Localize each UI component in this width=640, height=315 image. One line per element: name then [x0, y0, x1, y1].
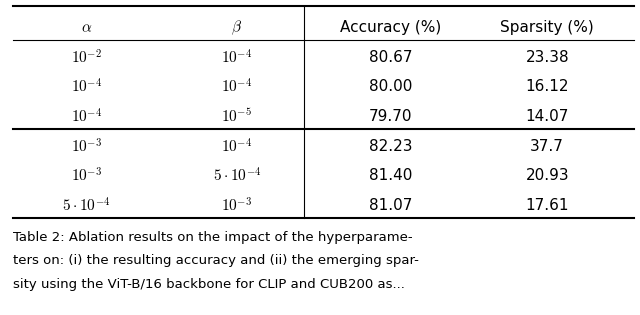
Text: Accuracy (%): Accuracy (%): [340, 20, 441, 35]
Text: Sparsity (%): Sparsity (%): [500, 20, 594, 35]
Text: $10^{-4}$: $10^{-4}$: [221, 78, 252, 96]
Text: Table 2: Ablation results on the impact of the hyperparame-: Table 2: Ablation results on the impact …: [13, 231, 412, 244]
Text: 80.67: 80.67: [369, 50, 412, 65]
Text: $10^{-2}$: $10^{-2}$: [71, 48, 102, 66]
Text: 80.00: 80.00: [369, 79, 412, 94]
Text: $10^{-4}$: $10^{-4}$: [221, 137, 252, 155]
Text: $\beta$: $\beta$: [231, 18, 243, 37]
Text: 20.93: 20.93: [525, 169, 569, 183]
Text: $10^{-4}$: $10^{-4}$: [71, 107, 102, 126]
Text: $10^{-3}$: $10^{-3}$: [71, 167, 102, 185]
Text: 81.07: 81.07: [369, 198, 412, 213]
Text: 14.07: 14.07: [525, 109, 569, 124]
Text: $10^{-4}$: $10^{-4}$: [221, 48, 252, 66]
Text: 37.7: 37.7: [531, 139, 564, 154]
Text: 17.61: 17.61: [525, 198, 569, 213]
Text: 16.12: 16.12: [525, 79, 569, 94]
Text: sity using the ViT-B/16 backbone for CLIP and CUB200 as...: sity using the ViT-B/16 backbone for CLI…: [13, 278, 404, 291]
Text: ters on: (i) the resulting accuracy and (ii) the emerging spar-: ters on: (i) the resulting accuracy and …: [13, 254, 419, 267]
Text: 81.40: 81.40: [369, 169, 412, 183]
Text: 82.23: 82.23: [369, 139, 412, 154]
Text: $10^{-3}$: $10^{-3}$: [221, 197, 252, 215]
Text: $\alpha$: $\alpha$: [81, 20, 92, 35]
Text: $10^{-4}$: $10^{-4}$: [71, 78, 102, 96]
Text: $5 \cdot 10^{-4}$: $5 \cdot 10^{-4}$: [212, 167, 261, 185]
Text: $10^{-3}$: $10^{-3}$: [71, 137, 102, 155]
Text: 79.70: 79.70: [369, 109, 412, 124]
Text: 23.38: 23.38: [525, 50, 569, 65]
Text: $10^{-5}$: $10^{-5}$: [221, 108, 252, 125]
Text: $5 \cdot 10^{-4}$: $5 \cdot 10^{-4}$: [62, 197, 111, 215]
